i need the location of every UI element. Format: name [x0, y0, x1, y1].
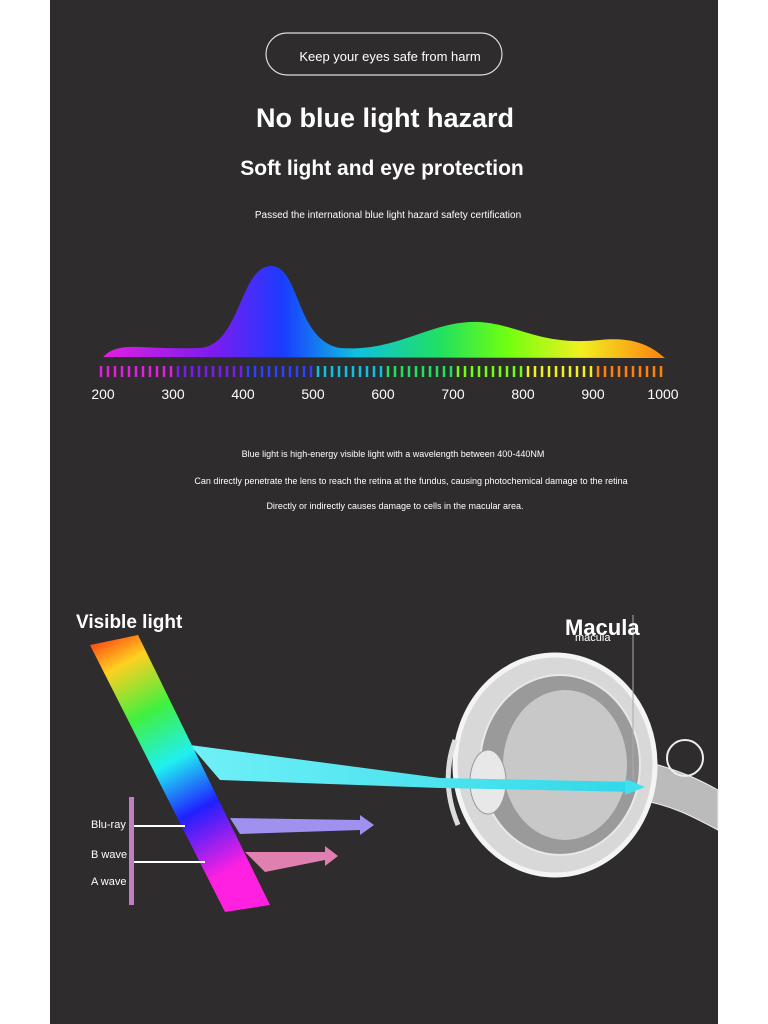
- eye: [445, 652, 719, 878]
- subtitle: Soft light and eye protection: [240, 157, 524, 180]
- arrow: [360, 815, 374, 835]
- scale-label: 800: [511, 386, 535, 402]
- scale-label: 200: [91, 386, 115, 402]
- description-line: Can directly penetrate the lens to reach…: [194, 476, 627, 486]
- wave-label: B wave: [91, 849, 127, 861]
- scale-label: 400: [231, 386, 255, 402]
- scale-label: 500: [301, 386, 325, 402]
- prism-band: [90, 635, 270, 912]
- macula-small-label: macula: [575, 632, 611, 644]
- note: Passed the international blue light haza…: [255, 210, 521, 221]
- beam-arrow: [625, 779, 645, 795]
- arrow: [325, 846, 338, 866]
- badge-border: [265, 32, 503, 76]
- wave-bar: [129, 797, 134, 905]
- title: No blue light hazard: [256, 103, 514, 133]
- description-line: Directly or indirectly causes damage to …: [266, 501, 523, 511]
- spectrum-ticks: [99, 366, 663, 377]
- spectrum-scale: 200 300 400 500 600 700 800 900 1000: [91, 386, 678, 402]
- scale-label: 900: [581, 386, 605, 402]
- scale-label: 600: [371, 386, 395, 402]
- macula-label: Macula: [565, 615, 640, 640]
- scale-label: 300: [161, 386, 185, 402]
- wave-label: Blu-ray: [91, 819, 126, 831]
- visible-light-label: Visible light: [76, 612, 183, 633]
- badge-text: Keep your eyes safe from harm: [299, 49, 480, 64]
- scale-label: 1000: [647, 386, 678, 402]
- wave-label: A wave: [91, 876, 126, 888]
- b-wave-ray: [245, 852, 325, 872]
- scale-label: 700: [441, 386, 465, 402]
- blu-ray-ray: [230, 818, 360, 834]
- blue-beam: [190, 745, 635, 792]
- description-line: Blue light is high-energy visible light …: [242, 449, 545, 459]
- spectrum-curve: [103, 265, 665, 358]
